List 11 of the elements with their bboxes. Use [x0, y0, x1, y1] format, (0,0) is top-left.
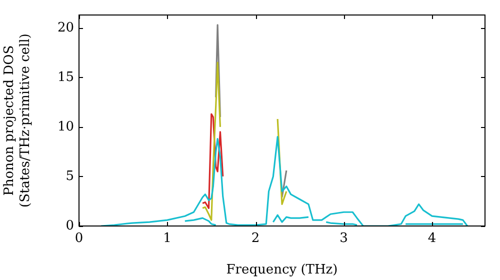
y-tick-label: 10	[57, 119, 74, 134]
y-tick-label: 15	[57, 70, 74, 85]
x-tick-label: 1	[163, 231, 172, 246]
x-tick-label: 3	[340, 231, 348, 246]
x-axis-title: Frequency (THz)	[226, 262, 338, 278]
y-axis-title: Phonon projected DOS (States/THz·primitive cell)	[2, 33, 33, 208]
y-tick-label: 0	[66, 218, 74, 234]
x-tick-label: 4	[428, 231, 436, 246]
y-tick-label: 20	[57, 20, 74, 36]
x-tick-label: 2	[251, 231, 260, 246]
y-tick-label: 5	[66, 168, 74, 184]
